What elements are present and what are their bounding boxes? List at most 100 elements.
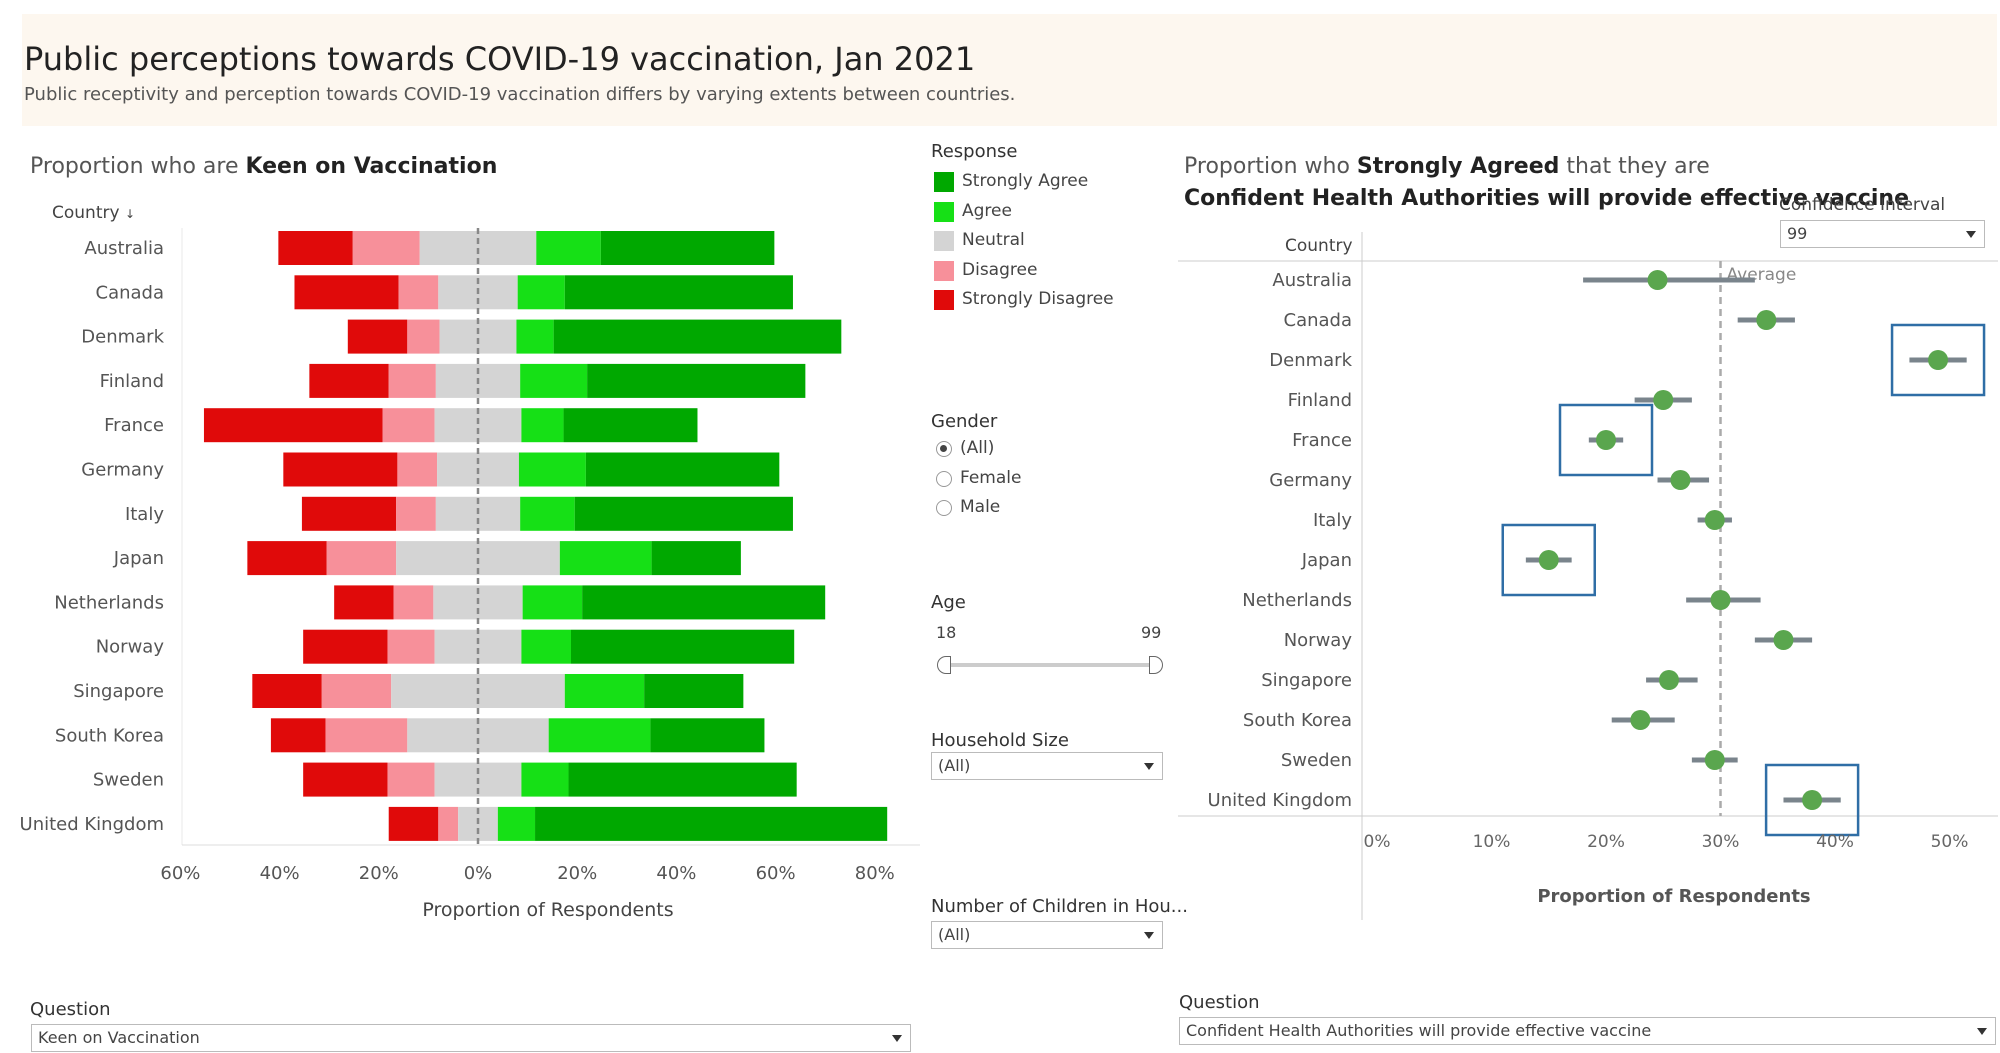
country-label: Germany [81, 460, 164, 481]
bar-segment [582, 585, 826, 620]
household-dropdown-value: (All) [938, 756, 971, 775]
bar-segment [574, 496, 793, 531]
x-tick-label: 60% [160, 863, 200, 884]
bar-segment [278, 231, 353, 265]
bar-segment [347, 319, 408, 354]
legend-swatch[interactable] [934, 290, 954, 310]
bar-segment [548, 718, 651, 753]
x-tick-label: 20% [557, 863, 597, 884]
children-dropdown-value: (All) [938, 925, 971, 944]
x-axis-title: Proportion of Respondents [422, 899, 673, 921]
bar-segment [520, 496, 575, 531]
left-question-dropdown[interactable]: Keen on Vaccination [31, 1024, 911, 1052]
bar-segment [564, 674, 645, 708]
bar-segment [396, 496, 436, 531]
left-chart-title-bold: Keen on Vaccination [245, 154, 498, 179]
country-label: South Korea [55, 725, 164, 746]
bar-segment [270, 718, 326, 753]
gender-option-label[interactable]: Female [960, 467, 1022, 488]
bar-segment [301, 496, 397, 531]
legend-label[interactable]: Agree [962, 200, 1012, 221]
country-label: Denmark [1269, 350, 1352, 371]
right-question-value: Confident Health Authorities will provid… [1186, 1021, 1652, 1040]
country-label: Norway [1284, 630, 1353, 651]
household-dropdown[interactable]: (All) [931, 752, 1163, 780]
bar-segment [650, 718, 765, 753]
right-question-dropdown[interactable]: Confident Health Authorities will provid… [1179, 1017, 1996, 1045]
country-label: Netherlands [54, 592, 164, 613]
country-label: Denmark [81, 327, 164, 348]
legend-swatch[interactable] [934, 260, 954, 281]
data-point [1773, 630, 1794, 650]
left-country-header[interactable]: Country ↓ [52, 203, 135, 223]
country-label: Japan [113, 548, 164, 569]
children-filter-title: Number of Children in Hou... [931, 896, 1188, 917]
bar-segment [397, 452, 438, 487]
bar-segment [393, 585, 434, 620]
gender-option-label[interactable]: (All) [960, 438, 995, 458]
highlight-box [1764, 763, 1860, 837]
bar-segment [382, 408, 435, 443]
data-point [1653, 390, 1674, 410]
country-label: Finland [100, 371, 164, 392]
data-point [1802, 790, 1823, 810]
bar-segment [387, 629, 435, 664]
bar-segment [388, 363, 436, 398]
age-slider-max-handle[interactable] [1149, 656, 1163, 674]
x-tick-label: 30% [1702, 832, 1740, 852]
bar-segment [247, 541, 327, 576]
header-banner [22, 14, 1997, 126]
country-label: Canada [1284, 310, 1353, 331]
country-label: Germany [1269, 470, 1352, 491]
gender-radio[interactable] [936, 500, 952, 516]
bar-segment [252, 674, 322, 708]
legend-swatch[interactable] [934, 201, 954, 222]
x-axis-title: Proportion of Respondents [1537, 886, 1810, 907]
ci-label: Confidence Interval [1779, 195, 1946, 215]
country-label: Norway [96, 637, 165, 658]
gender-option-label[interactable]: Male [960, 497, 1001, 517]
age-filter-title: Age [931, 592, 966, 613]
gender-radio[interactable] [936, 470, 952, 487]
x-tick-label: 40% [656, 863, 696, 884]
data-point [1647, 270, 1668, 290]
age-slider-track[interactable] [944, 663, 1156, 667]
ci-dropdown[interactable]: 99 [1780, 220, 1985, 248]
bar-segment [600, 231, 775, 265]
bar-segment [585, 452, 780, 487]
legend-label[interactable]: Strongly Disagree [962, 289, 1114, 309]
highlight-box [1501, 523, 1596, 597]
x-tick-label: 10% [1473, 832, 1511, 852]
bar-segment [303, 762, 388, 797]
legend-label[interactable]: Disagree [962, 259, 1038, 280]
data-point [1670, 470, 1691, 490]
data-point [1704, 750, 1725, 770]
bar-segment [559, 541, 652, 576]
country-label: Sweden [1281, 750, 1352, 771]
data-point [1630, 710, 1651, 730]
bar-segment [407, 319, 440, 354]
left-question-label: Question [30, 999, 111, 1020]
data-point [1538, 550, 1559, 570]
chevron-down-icon [1966, 231, 1976, 238]
bar-segment [521, 629, 571, 664]
x-tick-label: 40% [260, 863, 300, 884]
children-dropdown[interactable]: (All) [931, 921, 1163, 949]
gender-radio[interactable] [936, 441, 952, 457]
x-tick-label: 20% [359, 863, 399, 884]
bar-segment [571, 629, 795, 664]
legend-swatch[interactable] [934, 172, 954, 192]
country-label: Sweden [93, 770, 164, 791]
legend-label[interactable]: Strongly Agree [962, 171, 1089, 191]
legend-swatch[interactable] [934, 231, 954, 251]
right-chart-title-bold: Strongly Agreed [1356, 154, 1560, 179]
strongly-agree-confidence-chart: AverageAustraliaCanadaDenmarkFinlandFran… [1178, 232, 1998, 920]
sort-icon[interactable]: ↓ [124, 207, 136, 221]
bar-segment [564, 275, 793, 310]
keen-vaccination-chart: Australia Canada Denmark Finland France Germa… [20, 228, 920, 921]
legend-label[interactable]: Neutral [962, 230, 1025, 250]
bar-segment [522, 585, 583, 620]
left-question-value: Keen on Vaccination [38, 1028, 200, 1047]
bar-segment [439, 319, 517, 354]
age-min-value: 18 [936, 623, 957, 642]
